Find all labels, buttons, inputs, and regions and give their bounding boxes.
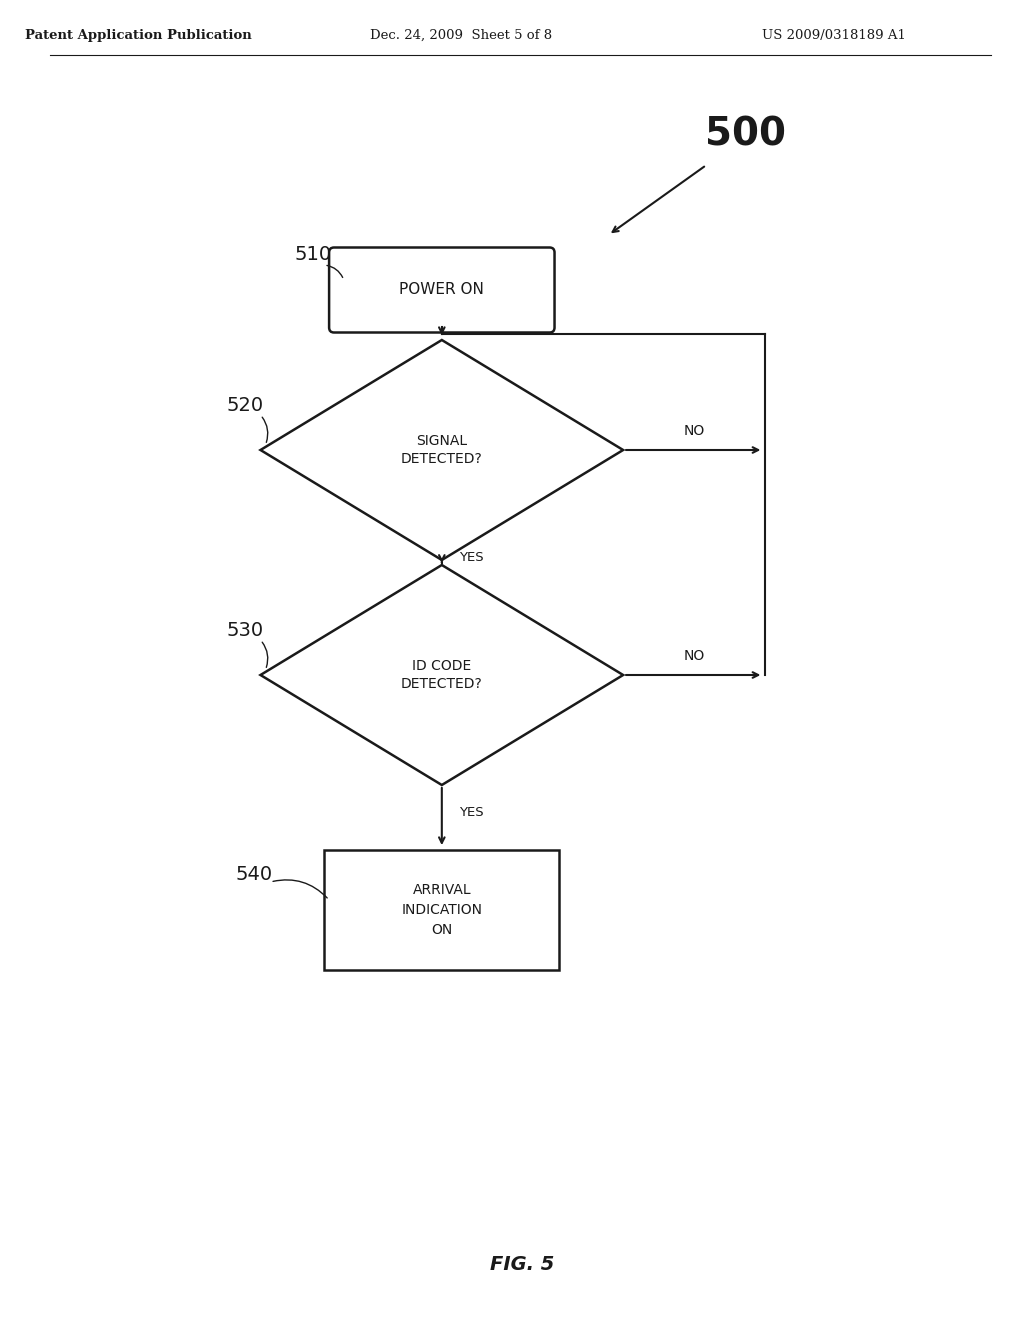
FancyBboxPatch shape — [325, 850, 559, 970]
Text: US 2009/0318189 A1: US 2009/0318189 A1 — [762, 29, 906, 41]
Polygon shape — [260, 341, 624, 560]
Text: 530: 530 — [226, 620, 263, 639]
Text: 520: 520 — [226, 396, 263, 414]
FancyBboxPatch shape — [329, 248, 555, 333]
Text: 540: 540 — [236, 866, 273, 884]
Text: Patent Application Publication: Patent Application Publication — [25, 29, 251, 41]
Text: NO: NO — [684, 424, 705, 438]
Text: YES: YES — [460, 550, 484, 564]
Text: Dec. 24, 2009  Sheet 5 of 8: Dec. 24, 2009 Sheet 5 of 8 — [371, 29, 553, 41]
Text: NO: NO — [684, 649, 705, 663]
Text: ARRIVAL
INDICATION
ON: ARRIVAL INDICATION ON — [401, 883, 482, 936]
Text: 500: 500 — [706, 116, 786, 154]
Text: ID CODE
DETECTED?: ID CODE DETECTED? — [401, 659, 482, 692]
Text: 510: 510 — [295, 246, 332, 264]
Text: SIGNAL
DETECTED?: SIGNAL DETECTED? — [401, 434, 482, 466]
Text: POWER ON: POWER ON — [399, 282, 484, 297]
Text: YES: YES — [460, 807, 484, 818]
Text: FIG. 5: FIG. 5 — [490, 1255, 554, 1275]
Polygon shape — [260, 565, 624, 785]
